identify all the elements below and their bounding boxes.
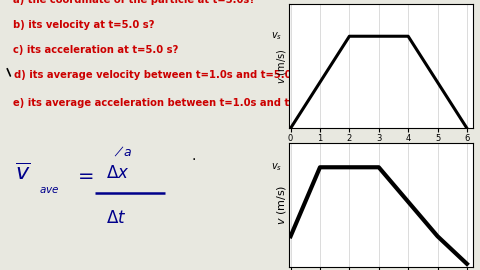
X-axis label: $t$ (s): $t$ (s) — [371, 144, 391, 157]
Text: d) its average velocity between t=1.0s and t=5.0s?: d) its average velocity between t=1.0s a… — [14, 70, 303, 80]
Text: e) its average acceleration between t=1.0s and t=5.0s?: e) its average acceleration between t=1.… — [13, 99, 327, 109]
Text: $\overline{v}$: $\overline{v}$ — [15, 163, 31, 185]
Y-axis label: $v$ (m/s): $v$ (m/s) — [275, 48, 288, 84]
Text: $=$: $=$ — [74, 165, 94, 184]
Text: $v_s$: $v_s$ — [271, 161, 282, 173]
Text: $\cdot$: $\cdot$ — [191, 151, 196, 165]
Text: $\not{a}$: $\not{a}$ — [114, 145, 132, 159]
Text: $ave$: $ave$ — [39, 185, 60, 195]
Text: a) the coordinate of the particle at t=5.0s?: a) the coordinate of the particle at t=5… — [13, 0, 255, 5]
Text: $\Delta x$: $\Delta x$ — [106, 164, 130, 182]
Y-axis label: $v$ (m/s): $v$ (m/s) — [275, 185, 288, 225]
Text: c) its acceleration at t=5.0 s?: c) its acceleration at t=5.0 s? — [13, 45, 178, 55]
Text: $\Delta t$: $\Delta t$ — [106, 209, 126, 227]
Text: b) its velocity at t=5.0 s?: b) its velocity at t=5.0 s? — [13, 20, 154, 30]
Text: $v_s$: $v_s$ — [271, 30, 282, 42]
